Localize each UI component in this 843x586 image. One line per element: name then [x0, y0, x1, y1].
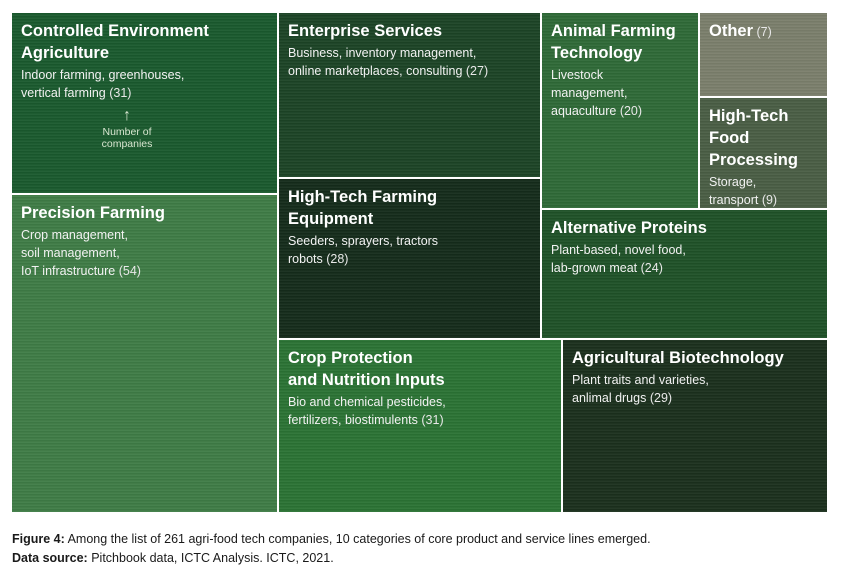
- tile-description: Indoor farming, greenhouses, vertical fa…: [21, 66, 271, 102]
- treemap-chart: Controlled Environment Agriculture Indoor…: [12, 13, 827, 512]
- tile-description: Livestock management, aquaculture (20): [551, 66, 692, 120]
- tile-name: Other (7): [709, 22, 772, 40]
- tile-name: Enterprise Services: [288, 22, 443, 40]
- figure-label: Figure 4:: [12, 532, 65, 546]
- tile-description-text: Business, inventory management, online m…: [288, 46, 477, 78]
- tile-controlled-environment-agriculture: Controlled Environment Agriculture Indoor…: [12, 13, 277, 193]
- count-hint-text: Number of companies: [101, 126, 153, 150]
- figure-text: Among the list of 261 agri-food tech com…: [64, 532, 651, 546]
- tile-name: Precision Farming: [21, 204, 165, 222]
- tile-count: (20): [619, 104, 643, 118]
- tile-name: High-Tech Food Processing: [709, 107, 798, 169]
- tile-alternative-proteins: Alternative Proteins Plant-based, novel f…: [542, 210, 827, 338]
- tile-count: (9): [761, 193, 778, 207]
- tile-count: (31): [421, 413, 444, 427]
- tile-count: (7): [753, 25, 772, 39]
- tile-description-text: Plant-based, novel food, lab-grown meat: [551, 243, 686, 275]
- source-label: Data source:: [12, 551, 88, 565]
- tile-count: (27): [465, 64, 489, 78]
- tile-description: Storage, transport (9): [709, 173, 821, 208]
- tile-description-text: Bio and chemical pesticides, fertilizers…: [288, 395, 446, 427]
- tile-description: Crop management, soil management, IoT in…: [21, 226, 271, 280]
- figure-line: Figure 4: Among the list of 261 agri-foo…: [12, 530, 651, 549]
- tile-description-text: Livestock management, aquaculture: [551, 68, 628, 118]
- tile-count: (31): [109, 86, 132, 100]
- tile-count: (28): [326, 252, 349, 266]
- source-text: Pitchbook data, ICTC Analysis. ICTC, 202…: [87, 551, 334, 565]
- tile-name: Agricultural Biotechnology: [572, 349, 784, 367]
- tile-name: Crop Protection and Nutrition Inputs: [288, 349, 445, 389]
- tile-description-text: Crop management, soil management, IoT in…: [21, 228, 129, 278]
- tile-description-text: Seeders, sprayers, tractors robots: [288, 234, 439, 266]
- tile-description: Plant traits and varieties, anlimal drug…: [572, 371, 821, 407]
- tile-other: Other (7): [700, 13, 827, 96]
- tile-name: Animal Farming Technology: [551, 22, 676, 62]
- tile-name: Alternative Proteins: [551, 219, 707, 237]
- tile-high-tech-food-processing: High-Tech Food Processing Storage, transp…: [700, 98, 827, 208]
- tile-description: Plant-based, novel food, lab-grown meat …: [551, 241, 821, 277]
- tile-description-text: Indoor farming, greenhouses, vertical fa…: [21, 68, 185, 100]
- tile-crop-protection-and-nutrition-inputs: Crop Protection and Nutrition Inputs Bio …: [279, 340, 561, 512]
- figure-caption: Figure 4: Among the list of 261 agri-foo…: [12, 530, 651, 568]
- tile-precision-farming: Precision Farming Crop management, soil m…: [12, 195, 277, 512]
- tile-description: Business, inventory management, online m…: [288, 44, 534, 80]
- source-line: Data source: Pitchbook data, ICTC Analys…: [12, 549, 651, 568]
- tile-name: High-Tech Farming Equipment: [288, 188, 438, 228]
- tile-description: Seeders, sprayers, tractors robots (28): [288, 232, 534, 268]
- count-hint: ↑ Number of companies: [99, 107, 155, 151]
- tile-description: Bio and chemical pesticides, fertilizers…: [288, 393, 555, 429]
- tile-enterprise-services: Enterprise Services Business, inventory m…: [279, 13, 540, 177]
- tile-count: (29): [649, 391, 673, 405]
- tile-description-text: Storage, transport: [709, 175, 759, 207]
- tile-description-text: Plant traits and varieties, anlimal drug…: [572, 373, 709, 405]
- tile-animal-farming-technology: Animal Farming Technology Livestock manag…: [542, 13, 698, 208]
- tile-count: (24): [640, 261, 663, 275]
- tile-count: (54): [118, 264, 141, 278]
- tile-high-tech-farming-equipment: High-Tech Farming Equipment Seeders, spra…: [279, 179, 540, 338]
- tile-agricultural-biotechnology: Agricultural Biotechnology Plant traits a…: [563, 340, 827, 512]
- tile-name: Controlled Environment Agriculture: [21, 22, 209, 62]
- up-arrow-icon: ↑: [123, 107, 131, 124]
